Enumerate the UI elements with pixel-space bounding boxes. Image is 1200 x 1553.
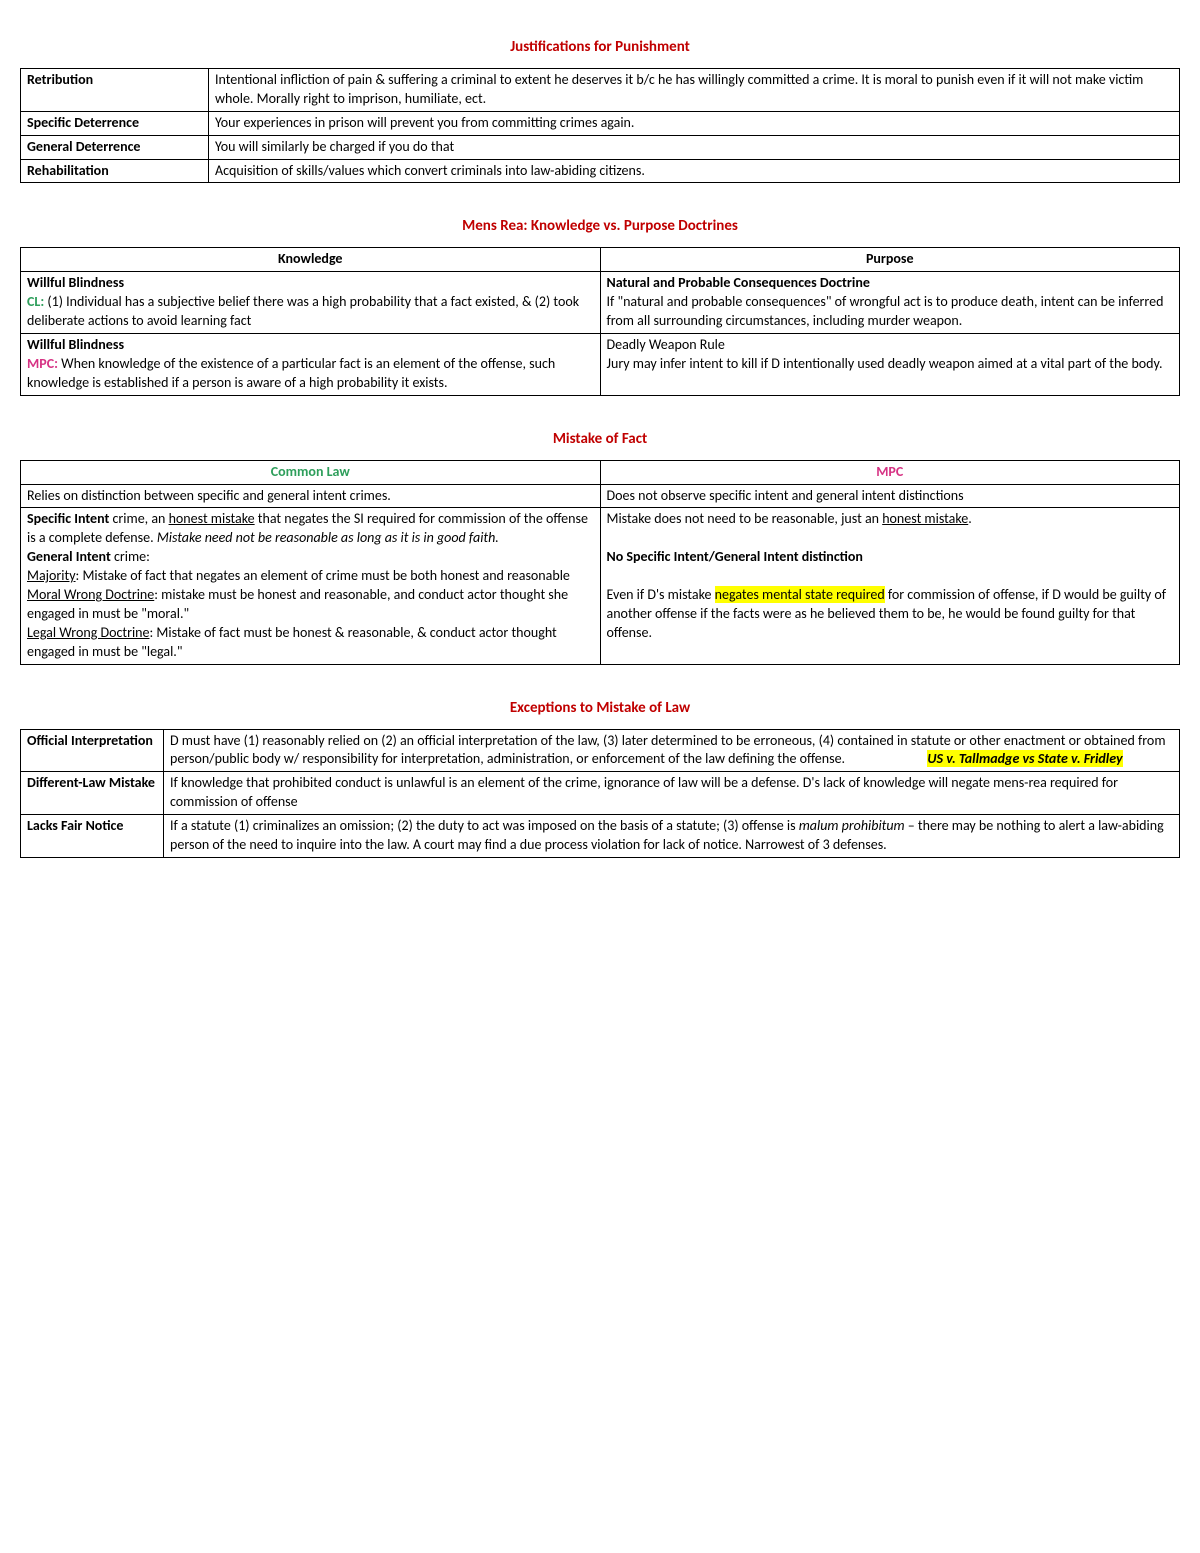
si-ital: Mistake need not be reasonable as long a… xyxy=(157,529,499,546)
gi-text: crime: xyxy=(111,548,150,565)
table-row: Lacks Fair Notice If a statute (1) crimi… xyxy=(21,815,1180,858)
cell-knowledge: Willful Blindness CL: (1) Individual has… xyxy=(21,272,601,334)
table-row: Relies on distinction between specific a… xyxy=(21,484,1180,508)
section-title-mistake-fact: Mistake of Fact xyxy=(20,430,1180,448)
r1b: . xyxy=(968,510,972,527)
r1u: honest mistake xyxy=(882,510,968,527)
si-uline: honest mistake xyxy=(169,510,255,527)
mpc-prefix: MPC: xyxy=(27,355,58,372)
row-label: Official Interpretation xyxy=(21,729,164,772)
cell-body: If "natural and probable consequences" o… xyxy=(607,293,1164,329)
cell-body: When knowledge of the existence of a par… xyxy=(27,355,555,391)
rhl: negates mental state required xyxy=(715,586,885,603)
moral-label: Moral Wrong Doctrine xyxy=(27,586,154,603)
table-row: Retribution Intentional infliction of pa… xyxy=(21,69,1180,112)
r1a: Mistake does not need to be reasonable, … xyxy=(607,510,883,527)
cell-purpose: Deadly Weapon Rule Jury may infer intent… xyxy=(600,334,1180,396)
table-justifications: Retribution Intentional infliction of pa… xyxy=(20,68,1180,183)
table-row: Rehabilitation Acquisition of skills/val… xyxy=(21,159,1180,183)
table-header-row: Common Law MPC xyxy=(21,460,1180,484)
row-text: D must have (1) reasonably relied on (2)… xyxy=(164,729,1180,772)
cl-prefix: CL: xyxy=(27,293,44,310)
legal-label: Legal Wrong Doctrine xyxy=(27,624,149,641)
col-header-mpc: MPC xyxy=(600,460,1180,484)
table-row: Willful Blindness MPC: When knowledge of… xyxy=(21,334,1180,396)
cell-body: Jury may infer intent to kill if D inten… xyxy=(607,355,1163,372)
table-mistake-law: Official Interpretation D must have (1) … xyxy=(20,729,1180,858)
case-cite: US v. Tallmadge vs State v. Fridley xyxy=(927,750,1122,767)
row-text: You will similarly be charged if you do … xyxy=(209,135,1180,159)
cell-mpc: Does not observe specific intent and gen… xyxy=(600,484,1180,508)
cell-title: Deadly Weapon Rule xyxy=(607,336,725,353)
cell-title: Willful Blindness xyxy=(27,274,124,291)
row-label: Different-Law Mistake xyxy=(21,772,164,815)
cell-purpose: Natural and Probable Consequences Doctri… xyxy=(600,272,1180,334)
row-label: Retribution xyxy=(21,69,209,112)
table-header-row: Knowledge Purpose xyxy=(21,248,1180,272)
section-title-mensrea: Mens Rea: Knowledge vs. Purpose Doctrine… xyxy=(20,217,1180,235)
row-label: Rehabilitation xyxy=(21,159,209,183)
row-label: General Deterrence xyxy=(21,135,209,159)
section-title-justifications: Justifications for Punishment xyxy=(20,38,1180,56)
row-text: Intentional infliction of pain & sufferi… xyxy=(209,69,1180,112)
table-row: Specific Deterrence Your experiences in … xyxy=(21,111,1180,135)
si-text1: crime, an xyxy=(109,510,168,527)
row-text: Your experiences in prison will prevent … xyxy=(209,111,1180,135)
cell-knowledge: Willful Blindness MPC: When knowledge of… xyxy=(21,334,601,396)
cell-title: Willful Blindness xyxy=(27,336,124,353)
rbold: No Specific Intent/General Intent distin… xyxy=(607,548,863,565)
table-row: Willful Blindness CL: (1) Individual has… xyxy=(21,272,1180,334)
col-header-common-law: Common Law xyxy=(21,460,601,484)
gi-label: General Intent xyxy=(27,548,111,565)
maj-text: : Mistake of fact that negates an elemen… xyxy=(76,567,570,584)
row-text: Acquisition of skills/values which conve… xyxy=(209,159,1180,183)
cell-mpc: Mistake does not need to be reasonable, … xyxy=(600,508,1180,664)
table-row: Different-Law Mistake If knowledge that … xyxy=(21,772,1180,815)
col-header-knowledge: Knowledge xyxy=(21,248,601,272)
pre: If a statute (1) criminalizes an omissio… xyxy=(170,817,799,834)
maj-label: Majority xyxy=(27,567,76,584)
col-header-purpose: Purpose xyxy=(600,248,1180,272)
cell-body: (1) Individual has a subjective belief t… xyxy=(27,293,579,329)
ital: malum prohibitum xyxy=(799,817,905,834)
si-label: Specific Intent xyxy=(27,510,109,527)
row-text: If knowledge that prohibited conduct is … xyxy=(164,772,1180,815)
cell-title: Natural and Probable Consequences Doctri… xyxy=(607,274,870,291)
table-mensrea: Knowledge Purpose Willful Blindness CL: … xyxy=(20,247,1180,395)
rp1: Even if D's mistake xyxy=(607,586,715,603)
row-label: Specific Deterrence xyxy=(21,111,209,135)
section-title-mistake-law: Exceptions to Mistake of Law xyxy=(20,699,1180,717)
cell-common-law: Specific Intent crime, an honest mistake… xyxy=(21,508,601,664)
row-text: If a statute (1) criminalizes an omissio… xyxy=(164,815,1180,858)
table-row: General Deterrence You will similarly be… xyxy=(21,135,1180,159)
cell-common-law: Relies on distinction between specific a… xyxy=(21,484,601,508)
table-row: Official Interpretation D must have (1) … xyxy=(21,729,1180,772)
table-row: Specific Intent crime, an honest mistake… xyxy=(21,508,1180,664)
table-mistake-fact: Common Law MPC Relies on distinction bet… xyxy=(20,460,1180,665)
row-label: Lacks Fair Notice xyxy=(21,815,164,858)
